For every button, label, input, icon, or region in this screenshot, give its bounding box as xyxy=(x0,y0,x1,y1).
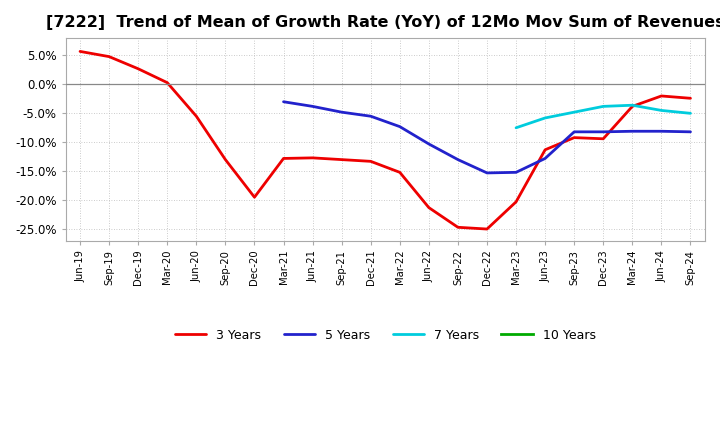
3 Years xyxy=(599,136,608,141)
3 Years xyxy=(482,227,491,232)
5 Years xyxy=(599,129,608,135)
3 Years xyxy=(221,157,230,162)
5 Years xyxy=(628,128,636,134)
Line: 3 Years: 3 Years xyxy=(80,51,690,229)
7 Years xyxy=(657,108,666,113)
5 Years xyxy=(454,157,462,162)
5 Years xyxy=(482,170,491,176)
Line: 5 Years: 5 Years xyxy=(284,102,690,173)
3 Years xyxy=(541,147,549,152)
3 Years xyxy=(425,205,433,210)
5 Years xyxy=(570,129,578,135)
7 Years xyxy=(570,110,578,115)
3 Years xyxy=(366,159,375,164)
3 Years xyxy=(76,49,84,54)
3 Years xyxy=(338,157,346,162)
3 Years xyxy=(454,225,462,230)
5 Years xyxy=(657,128,666,134)
7 Years xyxy=(686,111,695,116)
Line: 7 Years: 7 Years xyxy=(516,105,690,128)
5 Years xyxy=(425,141,433,147)
3 Years xyxy=(250,194,258,200)
5 Years xyxy=(512,170,521,175)
3 Years xyxy=(279,156,288,161)
3 Years xyxy=(686,95,695,101)
7 Years xyxy=(512,125,521,130)
3 Years xyxy=(628,104,636,109)
5 Years xyxy=(686,129,695,135)
5 Years xyxy=(308,104,317,109)
3 Years xyxy=(395,170,404,175)
3 Years xyxy=(570,135,578,140)
5 Years xyxy=(366,114,375,119)
3 Years xyxy=(134,66,143,71)
Legend: 3 Years, 5 Years, 7 Years, 10 Years: 3 Years, 5 Years, 7 Years, 10 Years xyxy=(170,324,600,347)
Title: [7222]  Trend of Mean of Growth Rate (YoY) of 12Mo Mov Sum of Revenues: [7222] Trend of Mean of Growth Rate (YoY… xyxy=(46,15,720,30)
3 Years xyxy=(192,114,201,119)
3 Years xyxy=(163,80,171,85)
5 Years xyxy=(279,99,288,104)
3 Years xyxy=(657,93,666,99)
3 Years xyxy=(308,155,317,161)
3 Years xyxy=(512,199,521,205)
7 Years xyxy=(628,103,636,108)
3 Years xyxy=(105,54,114,59)
7 Years xyxy=(599,104,608,109)
5 Years xyxy=(541,156,549,161)
5 Years xyxy=(395,124,404,129)
5 Years xyxy=(338,110,346,115)
7 Years xyxy=(541,115,549,121)
